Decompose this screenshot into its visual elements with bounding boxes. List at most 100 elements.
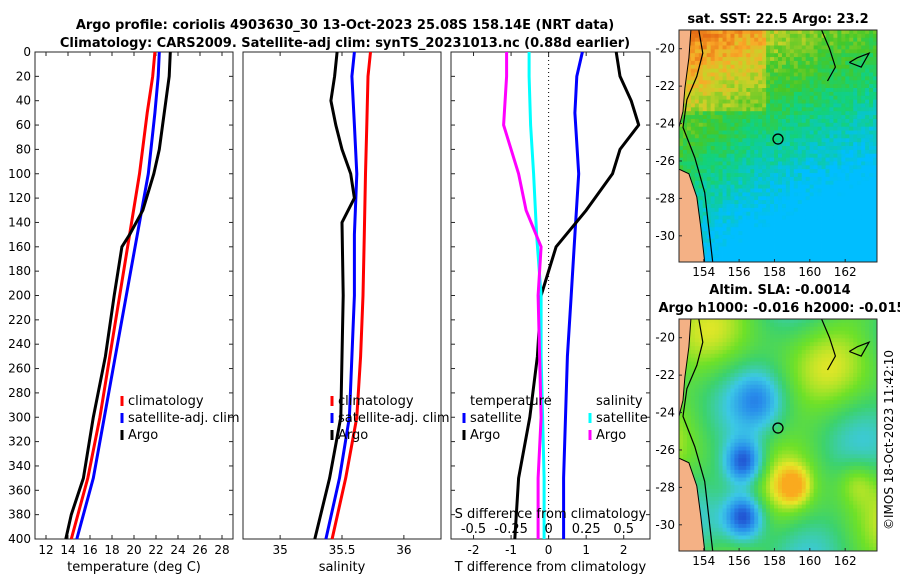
- sst-cell: [849, 192, 854, 197]
- sst-cell: [809, 49, 815, 54]
- sst-cell: [778, 211, 783, 216]
- sla-cell: [738, 481, 743, 486]
- sst-cell: [817, 161, 822, 166]
- sst-cell: [738, 37, 743, 42]
- sst-cell: [742, 99, 747, 104]
- sst-cell: [698, 130, 704, 135]
- sla-cell: [766, 489, 771, 494]
- sla-cell: [789, 392, 795, 397]
- sst-cell: [809, 238, 815, 244]
- sla-cell: [722, 450, 727, 455]
- sla-cell: [785, 369, 791, 374]
- sla-cell: [718, 531, 723, 536]
- sst-cell: [682, 149, 688, 155]
- sla-cell: [746, 338, 751, 343]
- sla-cell: [762, 469, 767, 475]
- sla-cell: [726, 431, 731, 436]
- sst-cell: [797, 219, 803, 224]
- sla-cell: [742, 349, 747, 355]
- sla-cell: [722, 535, 727, 540]
- sst-cell: [762, 107, 767, 112]
- sst-cell: [694, 33, 700, 39]
- sst-cell: [837, 258, 842, 263]
- sla-cell: [774, 512, 779, 517]
- sla-cell: [702, 407, 708, 413]
- sst-cell: [829, 200, 834, 205]
- sst-cell: [762, 45, 767, 50]
- sst-cell: [829, 258, 834, 263]
- sst-cell: [754, 64, 759, 70]
- sla-cell: [758, 326, 763, 331]
- sla-cell: [686, 427, 692, 432]
- sst-cell: [734, 161, 739, 166]
- sst-cell: [873, 80, 878, 85]
- sst-cell: [702, 107, 708, 112]
- sst-cell: [821, 215, 826, 220]
- sst-cell: [857, 84, 862, 89]
- sst-cell: [789, 76, 795, 81]
- sst-cell: [758, 142, 763, 147]
- sst-cell: [770, 196, 775, 201]
- sla-cell: [758, 353, 763, 359]
- sst-cell: [841, 211, 846, 216]
- sla-cell: [785, 446, 791, 451]
- sst-cell: [778, 238, 783, 244]
- sla-cell: [706, 427, 712, 432]
- sla-cell: [778, 520, 783, 525]
- sla-cell: [762, 334, 767, 339]
- sst-cell: [853, 196, 858, 201]
- sst-cell: [809, 118, 815, 124]
- sla-cell: [746, 431, 751, 436]
- sst-cell: [722, 192, 727, 197]
- sst-cell: [813, 161, 818, 166]
- sla-cell: [718, 380, 723, 386]
- sst-cell: [702, 72, 708, 77]
- sst-cell: [841, 33, 846, 39]
- sla-cell: [734, 438, 739, 444]
- sst-cell: [813, 165, 818, 170]
- sla-cell: [702, 322, 708, 328]
- sst-cell: [817, 122, 822, 128]
- sst-cell: [797, 161, 803, 166]
- sst-cell: [766, 103, 771, 108]
- sst-cell: [829, 130, 834, 135]
- sst-cell: [714, 138, 719, 143]
- sst-cell: [869, 107, 874, 112]
- sla-cell: [718, 407, 723, 413]
- sla-cell: [750, 489, 755, 494]
- sst-cell: [722, 146, 727, 151]
- sst-cell: [813, 88, 818, 93]
- sst-cell: [837, 231, 842, 236]
- sla-cell: [690, 319, 696, 324]
- sst-cell: [837, 211, 842, 216]
- sst-cell: [754, 153, 759, 158]
- sst-cell: [781, 153, 787, 158]
- sst-cell: [797, 215, 803, 220]
- sst-cell: [706, 238, 712, 244]
- sla-cell: [726, 346, 731, 351]
- sst-cell: [746, 223, 751, 228]
- sla-cell: [774, 404, 779, 409]
- sst-cell: [746, 161, 751, 166]
- sla-cell: [762, 319, 767, 324]
- sst-cell: [837, 122, 842, 128]
- sst-cell: [714, 53, 719, 58]
- sst-cell: [738, 173, 743, 178]
- sla-cell: [766, 508, 771, 513]
- sla-cell: [781, 396, 787, 401]
- sst-cell: [750, 57, 755, 62]
- sst-cell: [809, 68, 815, 73]
- sst-cell: [829, 107, 834, 112]
- sst-cell: [785, 72, 791, 77]
- sst-cell: [706, 45, 712, 50]
- sst-cell: [770, 53, 775, 58]
- sst-cell: [857, 188, 862, 193]
- sla-cell: [778, 442, 783, 447]
- sst-cell: [754, 91, 759, 97]
- sla-cell: [746, 377, 751, 382]
- sst-cell: [758, 72, 763, 77]
- sst-cell: [722, 72, 727, 77]
- sst-cell: [849, 215, 854, 220]
- sst-cell: [718, 211, 723, 216]
- sla-cell: [793, 330, 799, 335]
